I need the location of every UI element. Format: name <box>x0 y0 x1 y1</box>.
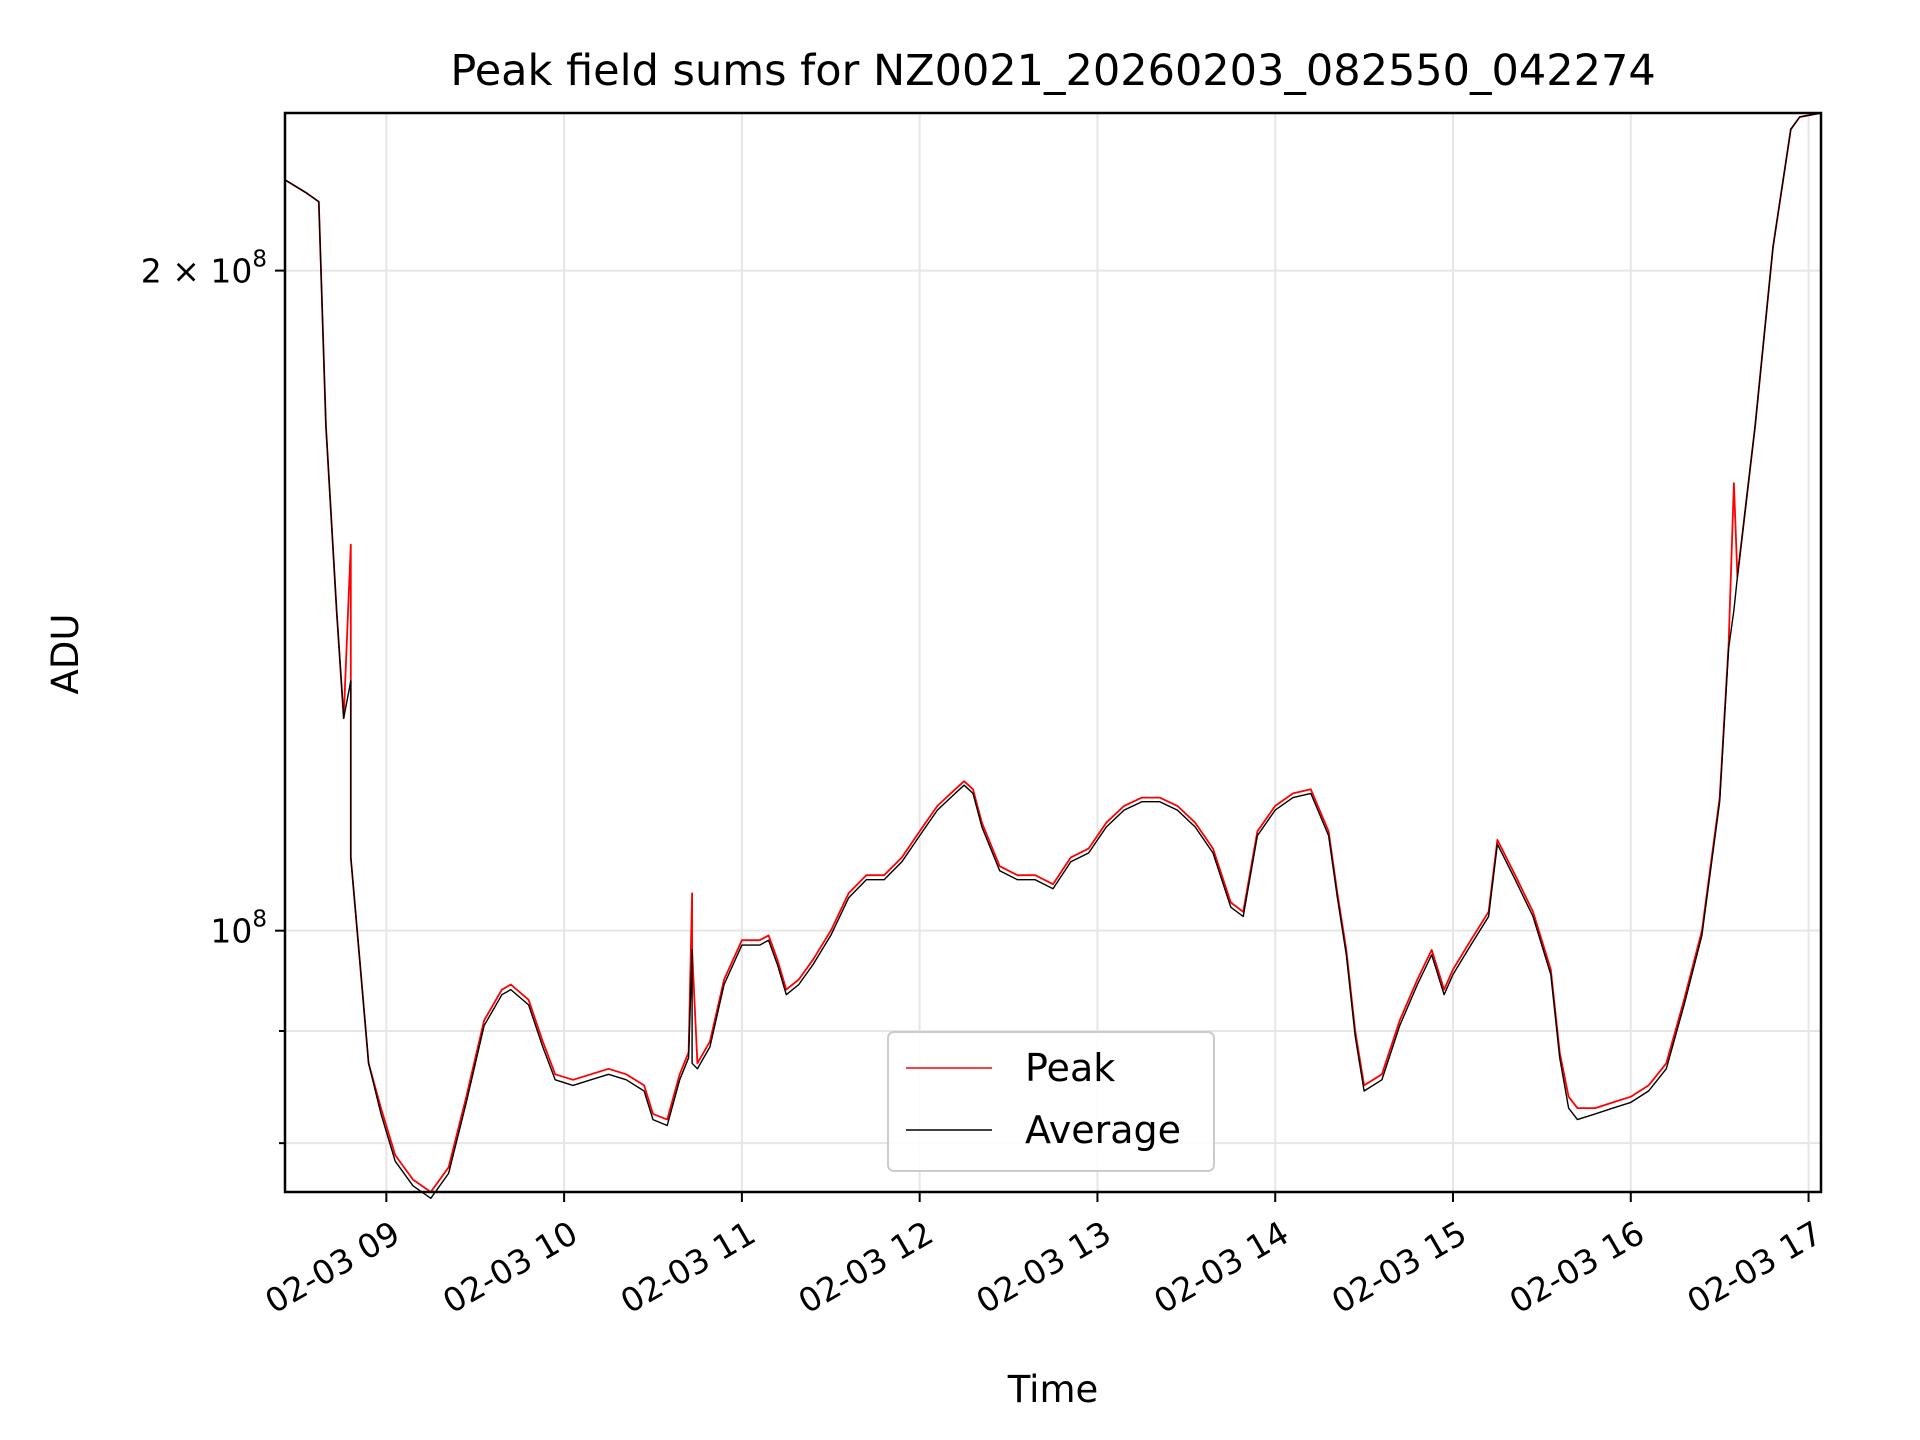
x-axis-label: Time <box>1007 1368 1099 1411</box>
plot-frame <box>283 111 1823 1194</box>
plot-series <box>284 112 1822 1199</box>
y-tick-label: 2 × 108 <box>141 247 267 291</box>
y-axis: 108 2 × 108 <box>141 247 285 1145</box>
legend-label-average: Average <box>1025 1108 1181 1152</box>
legend-box <box>887 1031 1215 1172</box>
y-axis-label: ADU <box>44 614 87 695</box>
legend-label-peak: Peak <box>1025 1046 1115 1090</box>
series-line-average <box>284 112 1822 1199</box>
grid <box>285 113 1821 1192</box>
legend: Peak Average <box>887 1031 1215 1172</box>
chart-title: Peak field sums for NZ0021_20260203_0825… <box>450 46 1655 96</box>
y-tick-label: 108 <box>210 907 267 951</box>
